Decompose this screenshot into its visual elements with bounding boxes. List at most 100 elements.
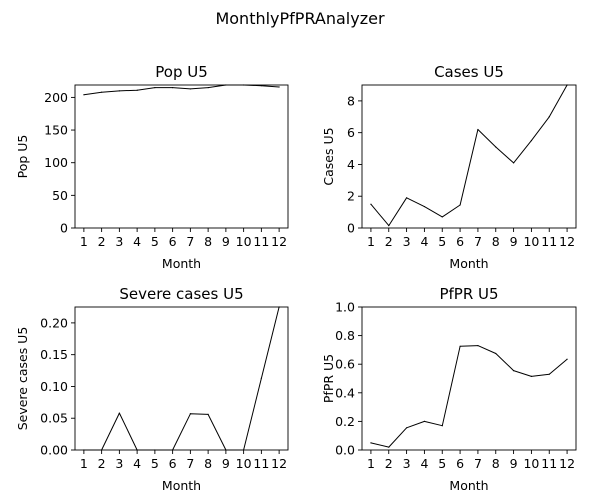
x-tick-label: 5 xyxy=(438,234,446,249)
series-line xyxy=(370,84,568,227)
data-point xyxy=(566,84,568,86)
y-axis-label: Cases U5 xyxy=(321,127,336,185)
y-axis-label: Pop U5 xyxy=(15,135,30,179)
x-axis-label: Month xyxy=(449,256,488,271)
x-tick-label: 4 xyxy=(420,234,428,249)
data-point xyxy=(512,370,515,372)
x-tick-label: 12 xyxy=(271,234,287,249)
subplot-3: Severe cases U51 2 3 4 5 6 7 8 9 10 11 120.000.050.… xyxy=(15,285,289,493)
y-tick-label: 0.00 xyxy=(40,443,68,458)
y-tick-label: 6 xyxy=(347,125,355,140)
x-tick-label: 11 xyxy=(541,234,557,249)
y-tick-label: 100 xyxy=(44,155,68,170)
data-point xyxy=(388,446,390,448)
data-point xyxy=(370,203,372,205)
y-tick-label: 0.6 xyxy=(335,357,355,372)
y-tick-label: 50 xyxy=(52,188,68,203)
data-point xyxy=(278,306,280,308)
data-point xyxy=(136,449,138,451)
x-tick-label: 11 xyxy=(253,234,269,249)
data-point xyxy=(405,427,408,429)
subplot-title: Severe cases U5 xyxy=(119,285,243,303)
x-tick-label: 6 xyxy=(456,234,464,249)
plot-frame xyxy=(361,306,577,451)
data-point xyxy=(225,449,227,451)
plot-frame xyxy=(74,306,289,451)
data-point xyxy=(459,345,461,347)
x-tick-label: 1 xyxy=(367,456,375,471)
subplot-title: Pop U5 xyxy=(155,63,208,81)
data-point xyxy=(423,205,426,208)
data-point xyxy=(566,358,568,360)
data-point xyxy=(189,413,191,415)
data-point xyxy=(370,442,372,444)
x-tick-label: 9 xyxy=(510,456,518,471)
x-tick-label: 8 xyxy=(204,456,212,471)
data-point xyxy=(118,412,120,414)
plot-frame xyxy=(361,84,577,229)
data-point xyxy=(260,85,262,87)
x-tick-label: 8 xyxy=(204,234,212,249)
data-point xyxy=(495,352,497,355)
x-tick-label: 8 xyxy=(492,456,500,471)
y-tick-label: 200 xyxy=(44,90,68,105)
y-tick-label: 0.05 xyxy=(40,411,68,426)
data-point xyxy=(477,345,479,347)
x-tick-label: 3 xyxy=(403,456,411,471)
x-tick-label: 7 xyxy=(186,234,194,249)
data-point xyxy=(512,162,515,164)
x-tick-label: 10 xyxy=(236,456,252,471)
x-tick-label: 12 xyxy=(559,234,575,249)
y-tick-label: 2 xyxy=(347,189,355,204)
x-tick-label: 4 xyxy=(133,234,141,249)
x-tick-label: 2 xyxy=(98,234,106,249)
subplot-title: PfPR U5 xyxy=(439,285,498,303)
data-point xyxy=(101,91,103,93)
x-tick-label: 4 xyxy=(133,456,141,471)
y-tick-label: 0.10 xyxy=(40,379,68,394)
data-point xyxy=(548,116,550,118)
subplot-1: Pop U51 2 3 4 5 6 7 8 9 10 11 12050100150200MonthPo… xyxy=(15,63,289,271)
x-axis-label: Month xyxy=(449,478,488,493)
x-tick-label: 7 xyxy=(474,234,482,249)
y-tick-label: 1.0 xyxy=(335,300,355,315)
data-point xyxy=(459,204,461,206)
data-point xyxy=(530,140,533,142)
data-point xyxy=(495,146,497,148)
x-tick-label: 1 xyxy=(367,234,375,249)
x-tick-label: 1 xyxy=(80,456,88,471)
data-point xyxy=(243,84,245,86)
data-point xyxy=(548,373,550,375)
y-tick-label: 4 xyxy=(347,157,355,172)
data-point xyxy=(243,449,245,451)
data-point xyxy=(207,413,209,416)
data-point xyxy=(405,197,408,199)
data-point xyxy=(83,94,85,96)
data-point xyxy=(441,425,443,427)
series-line xyxy=(83,306,280,451)
x-tick-label: 9 xyxy=(222,234,230,249)
x-tick-label: 10 xyxy=(523,234,539,249)
x-tick-label: 9 xyxy=(510,234,518,249)
series-line xyxy=(370,345,568,448)
x-tick-label: 7 xyxy=(186,456,194,471)
x-tick-label: 8 xyxy=(492,234,500,249)
data-point xyxy=(423,420,426,422)
x-axis-label: Month xyxy=(162,478,201,493)
y-tick-label: 0.4 xyxy=(335,385,355,400)
x-tick-label: 2 xyxy=(98,456,106,471)
x-tick-label: 10 xyxy=(523,456,539,471)
x-tick-label: 6 xyxy=(169,456,177,471)
y-axis-label: Severe cases U5 xyxy=(15,327,30,431)
data-point xyxy=(136,89,138,91)
y-tick-label: 150 xyxy=(44,123,68,138)
subplot-4: PfPR U51 2 3 4 5 6 7 8 9 10 11 120.00.20.40.60.81.0… xyxy=(321,285,577,493)
data-point xyxy=(154,449,156,451)
y-axis-label: PfPR U5 xyxy=(321,354,336,403)
y-tick-label: 0 xyxy=(60,221,68,236)
data-point xyxy=(388,225,390,227)
data-point xyxy=(172,87,174,89)
x-tick-label: 2 xyxy=(385,456,393,471)
x-tick-label: 1 xyxy=(80,234,88,249)
